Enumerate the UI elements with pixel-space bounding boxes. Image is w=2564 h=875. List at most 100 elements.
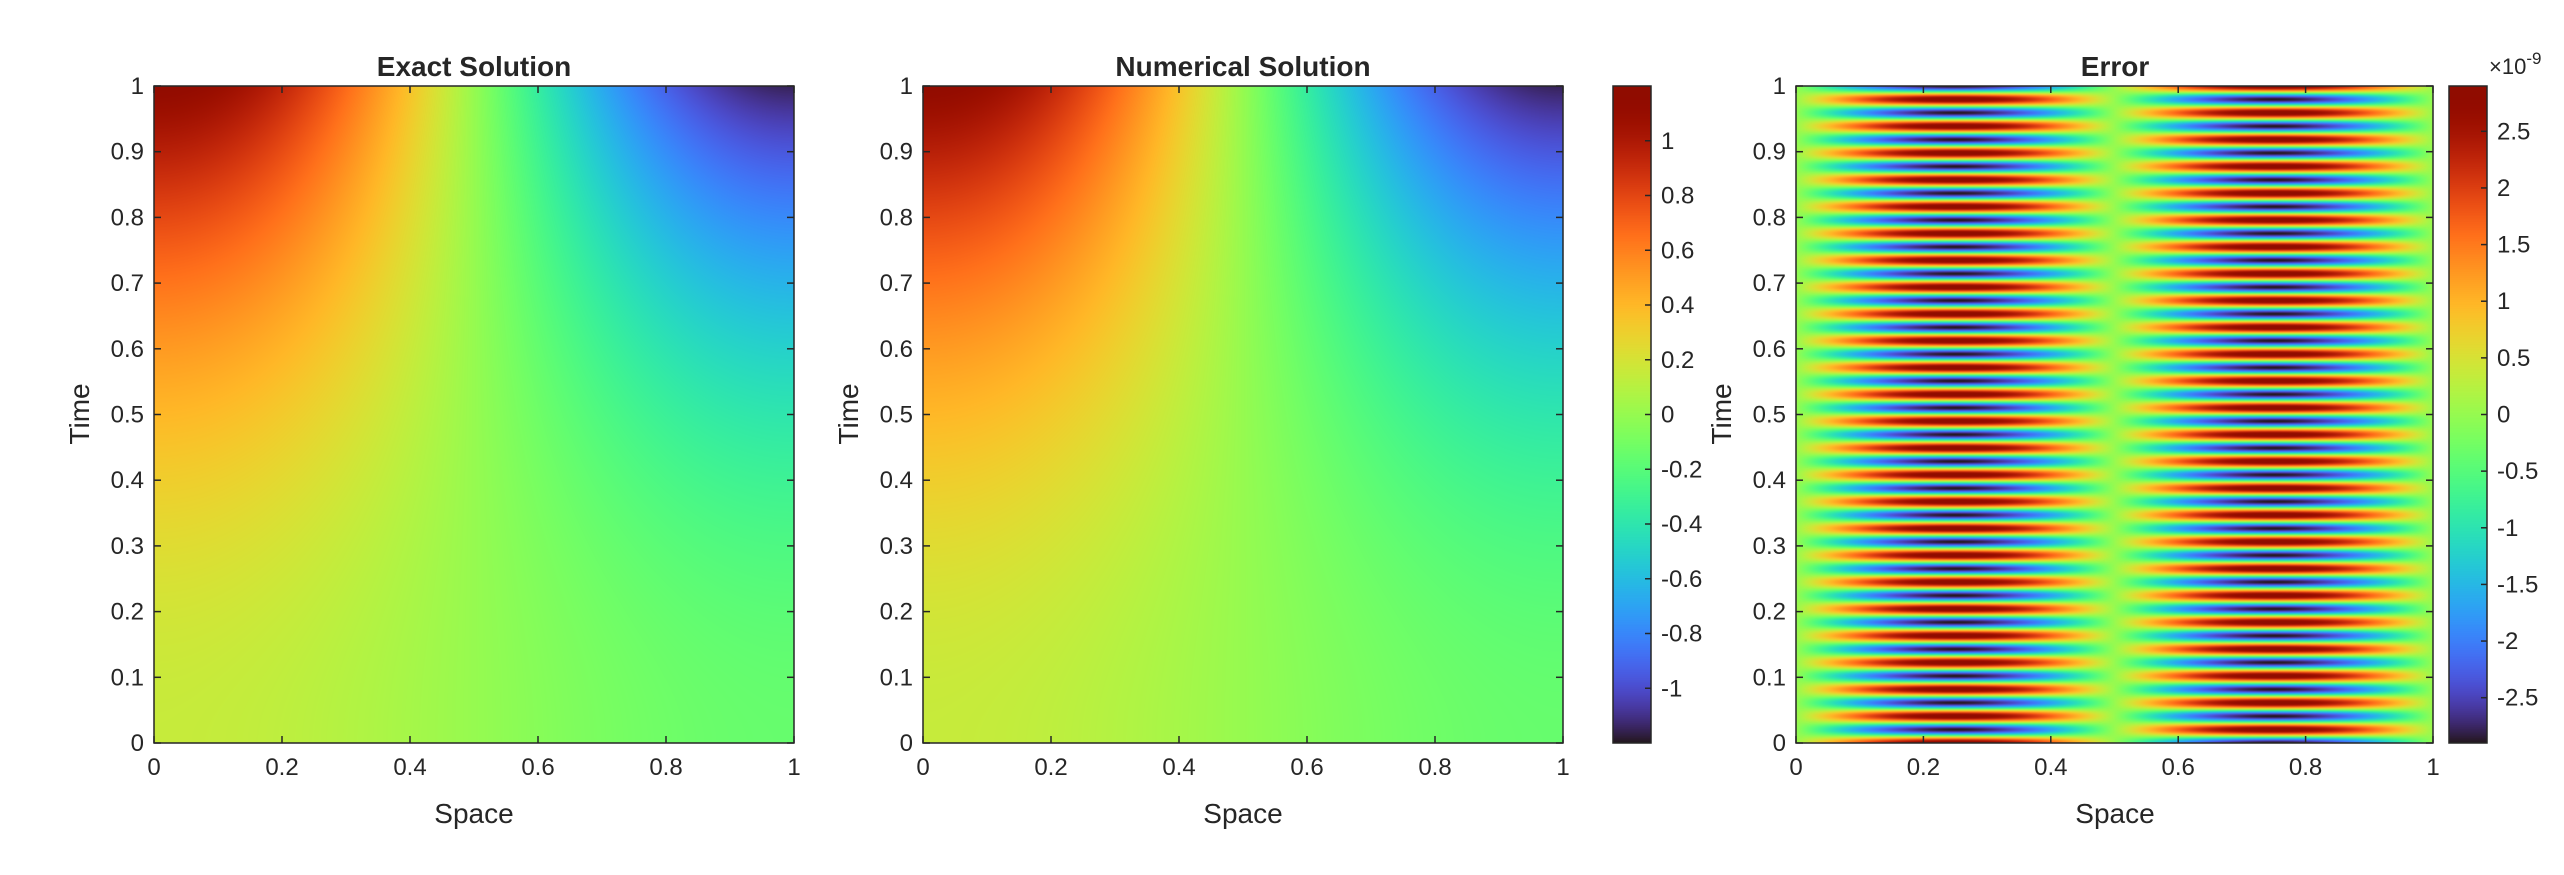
exact-heatmap (154, 86, 794, 743)
x-tick-label: 1 (2426, 754, 2439, 781)
error-colorbar-exponent-power: -9 (2526, 49, 2541, 68)
colorbar-gradient (2449, 86, 2487, 743)
y-tick-label: 0.8 (111, 204, 144, 231)
y-tick-label: 0.9 (111, 139, 144, 166)
y-tick-label: 0.7 (1753, 270, 1786, 297)
colorbar-tick-label: -0.6 (1661, 566, 1702, 593)
x-tick-label: 0.6 (1290, 754, 1323, 781)
y-tick-label: 0.4 (880, 467, 913, 494)
y-tick-label: 1 (1773, 73, 1786, 100)
colorbar-tick-label: 0 (1661, 402, 1674, 429)
y-tick-label: 0.2 (111, 599, 144, 626)
y-tick-label: 0.9 (1753, 139, 1786, 166)
numerical-y-ticks: 0 0.1 0.2 0.3 0.4 0.5 0.6 0.7 0.8 0.9 1 (880, 73, 1563, 757)
numerical-colorbar: -1 -0.8 -0.6 -0.4 -0.2 0 0.2 0.4 0.6 0.8 1 (1612, 85, 1702, 744)
error-xlabel: Space (2075, 798, 2154, 829)
colorbar-tick-label: 2 (2497, 175, 2510, 202)
y-tick-label: 0 (900, 730, 913, 757)
y-tick-label: 0.4 (1753, 467, 1786, 494)
y-tick-label: 0.5 (880, 402, 913, 429)
colorbar-tick-label: -1 (1661, 675, 1682, 702)
x-tick-label: 1 (787, 754, 800, 781)
x-tick-label: 0.6 (521, 754, 554, 781)
numerical-heatmap (923, 86, 1563, 743)
colorbar-gradient (1613, 86, 1651, 743)
exact-xlabel: Space (434, 798, 513, 829)
y-tick-label: 0.3 (880, 533, 913, 560)
numerical-x-ticks: 0 0.2 0.4 0.6 0.8 1 (916, 86, 1570, 781)
y-tick-label: 0.6 (880, 336, 913, 363)
exact-x-ticks: 0 0.2 0.4 0.6 0.8 1 (147, 86, 801, 781)
x-tick-label: 1 (1556, 754, 1569, 781)
panel-numerical: Numerical Solution 0 0.2 0.4 0.6 0.8 1 0 0.1 0.… (833, 51, 1702, 829)
x-tick-label: 0 (1789, 754, 1802, 781)
error-colorbar-exponent-base: ×10 (2489, 54, 2526, 79)
y-tick-label: 0.3 (111, 533, 144, 560)
y-tick-label: 0.4 (111, 467, 144, 494)
colorbar-tick-label: 0 (2497, 402, 2510, 429)
colorbar-tick-label: -1.5 (2497, 571, 2538, 598)
error-heatmap (1796, 86, 2433, 743)
x-tick-label: 0.2 (1907, 754, 1940, 781)
colorbar-tick-label: 1 (1661, 128, 1674, 155)
y-tick-label: 0.6 (1753, 336, 1786, 363)
colorbar-tick-label: 0.2 (1661, 347, 1694, 374)
exact-title: Exact Solution (377, 51, 571, 82)
y-tick-label: 1 (131, 73, 144, 100)
colorbar-tick-label: 0.6 (1661, 237, 1694, 264)
error-ylabel: Time (1706, 383, 1737, 444)
x-tick-label: 0.8 (649, 754, 682, 781)
x-tick-label: 0.8 (2289, 754, 2322, 781)
numerical-ylabel: Time (833, 383, 864, 444)
colorbar-tick-label: -1 (2497, 515, 2518, 542)
numerical-title: Numerical Solution (1115, 51, 1370, 82)
y-tick-label: 0.9 (880, 139, 913, 166)
x-tick-label: 0.4 (393, 754, 426, 781)
colorbar-tick-label: 2.5 (2497, 118, 2530, 145)
y-tick-label: 0.1 (1753, 664, 1786, 691)
y-tick-label: 0.5 (1753, 402, 1786, 429)
exact-y-ticks: 0 0.1 0.2 0.3 0.4 0.5 0.6 0.7 0.8 0.9 1 (111, 73, 794, 757)
y-tick-label: 0.2 (1753, 599, 1786, 626)
colorbar-tick-label: -0.2 (1661, 456, 1702, 483)
error-x-ticks: 0 0.2 0.4 0.6 0.8 1 (1789, 86, 2440, 781)
y-tick-label: 0.8 (880, 204, 913, 231)
heatmap-image (923, 86, 1563, 743)
error-colorbar: -2.5 -2 -1.5 -1 -0.5 0 0.5 1 1.5 2 2.5 (2448, 85, 2538, 744)
error-colorbar-exponent: ×10-9 (2489, 49, 2541, 79)
y-tick-label: 0.7 (111, 270, 144, 297)
x-tick-label: 0.4 (1162, 754, 1195, 781)
colorbar-tick-label: 1.5 (2497, 232, 2530, 259)
y-tick-label: 0.6 (111, 336, 144, 363)
error-y-ticks: 0 0.1 0.2 0.3 0.4 0.5 0.6 0.7 0.8 0.9 1 (1753, 73, 2433, 757)
panel-exact: Exact Solution 0 0.2 0.4 0.6 0.8 1 0 0.1 0.2 0.3… (64, 51, 801, 829)
colorbar-tick-label: 0.4 (1661, 292, 1694, 319)
heatmap-image (154, 86, 794, 743)
error-title: Error (2081, 51, 2150, 82)
y-tick-label: 0.5 (111, 402, 144, 429)
colorbar-tick-label: -0.4 (1661, 511, 1702, 538)
y-tick-label: 0 (131, 730, 144, 757)
y-tick-label: 0.1 (111, 664, 144, 691)
colorbar-tick-label: -2 (2497, 628, 2518, 655)
colorbar-tick-label: -2.5 (2497, 685, 2538, 712)
exact-ylabel: Time (64, 383, 95, 444)
x-tick-label: 0.2 (1034, 754, 1067, 781)
x-tick-label: 0 (916, 754, 929, 781)
numerical-xlabel: Space (1203, 798, 1282, 829)
x-tick-label: 0 (147, 754, 160, 781)
x-tick-label: 0.6 (2162, 754, 2195, 781)
y-tick-label: 0 (1773, 730, 1786, 757)
y-tick-label: 0.8 (1753, 204, 1786, 231)
colorbar-tick-label: -0.8 (1661, 621, 1702, 648)
colorbar-tick-label: -0.5 (2497, 458, 2538, 485)
x-tick-label: 0.2 (265, 754, 298, 781)
y-tick-label: 0.1 (880, 664, 913, 691)
x-tick-label: 0.8 (1418, 754, 1451, 781)
colorbar-tick-label: 0.8 (1661, 183, 1694, 210)
panel-error: Error 0 0.2 0.4 0.6 0.8 1 0 0.1 0.2 0.3 0.4 0.5 0.6… (1706, 49, 2541, 829)
y-tick-label: 0.3 (1753, 533, 1786, 560)
colorbar-tick-label: 1 (2497, 288, 2510, 315)
x-tick-label: 0.4 (2034, 754, 2067, 781)
